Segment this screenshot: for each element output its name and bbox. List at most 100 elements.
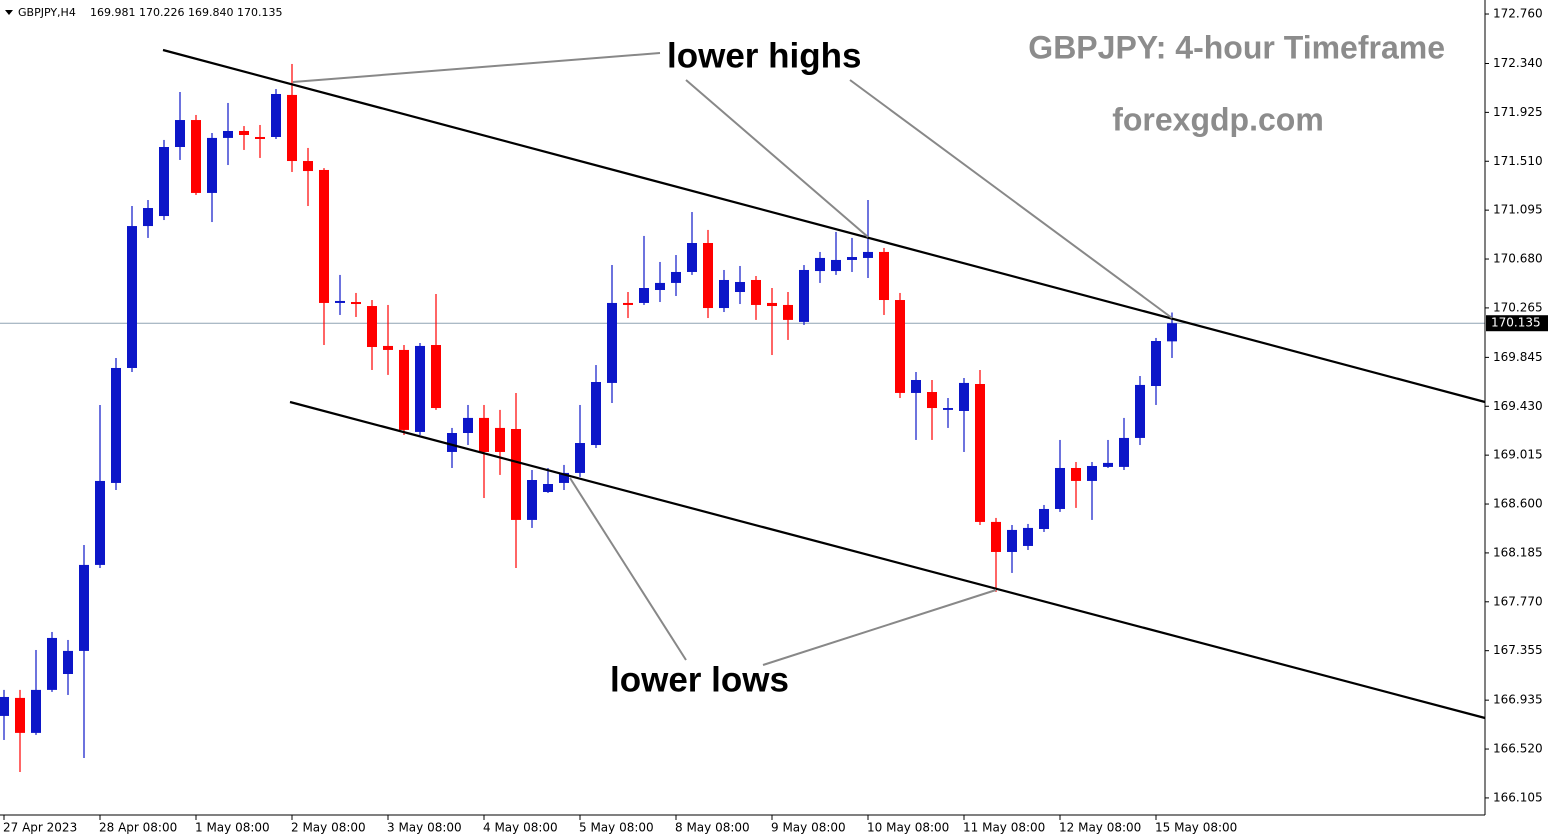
candle-body [31,689,41,733]
y-tick-label: 169.845 [1493,350,1543,364]
candle-body [591,381,601,446]
candle-body [207,137,217,193]
candle-body [351,302,361,305]
annotation: lower highs [667,36,861,75]
candle-body [1135,384,1145,438]
candle-body [927,392,937,409]
y-tick-label: 170.265 [1493,300,1543,314]
header-arrow [5,10,13,15]
y-tick-label: 168.185 [1493,545,1543,559]
candle-body [463,417,473,434]
y-tick-label: 171.510 [1493,154,1543,168]
y-tick-label: 166.520 [1493,742,1543,756]
y-tick-label: 166.105 [1493,790,1543,804]
candle-body [767,302,777,307]
candle-body [863,251,873,258]
candle-body [79,564,89,651]
candle-body [191,120,201,193]
candle-body [655,282,665,291]
pointer [762,589,997,666]
y-tick-label: 169.430 [1493,399,1543,413]
candle-body [287,94,297,162]
candle-body [479,417,489,452]
x-tick-label: 15 May 08:00 [1155,821,1237,835]
candle-body [335,300,345,303]
candle-body [687,243,697,272]
y-tick-label: 170.680 [1493,252,1543,266]
candle-body [239,130,249,135]
y-tick-label: 171.925 [1493,105,1543,119]
y-tick-label: 172.760 [1493,7,1543,21]
price-label-box [1486,315,1548,332]
candle-body [175,120,185,148]
pointer-lines [292,52,1173,666]
candle-body [159,147,169,217]
candle-body [511,428,521,520]
candle-body [831,259,841,272]
candle-body [383,345,393,350]
candle-body [1119,437,1129,467]
y-tick-label: 166.935 [1493,693,1543,707]
candle-body [1071,467,1081,481]
candle-body [367,306,377,348]
annotation: lower lows [610,660,789,699]
candle-body [895,300,905,393]
x-tick-label: 3 May 08:00 [387,821,462,835]
candle-body [1055,467,1065,509]
x-tick-label: 28 Apr 08:00 [99,821,177,835]
candle-body [543,484,553,493]
price-label: 170.135 [1491,316,1541,330]
candle-body [0,696,9,716]
candle-body [623,302,633,305]
candle-body [303,161,313,172]
x-tick-label: 12 May 08:00 [1059,821,1141,835]
candle-body [495,427,505,452]
pointer [685,79,869,238]
y-tick-label: 171.095 [1493,203,1543,217]
pointer [292,52,661,83]
candle-body [431,345,441,409]
candle-body [1039,508,1049,530]
candle-body [975,384,985,522]
x-tick-label: 4 May 08:00 [483,821,558,835]
candle-body [607,302,617,383]
pointer [849,79,1173,319]
candle-body [959,382,969,411]
plot-area [0,63,1485,773]
candle-body [143,208,153,227]
candle-body [415,345,425,432]
candle-body [63,650,73,675]
y-tick-label: 172.340 [1493,56,1543,70]
lower-trendline [289,400,1486,720]
candle-body [447,433,457,452]
candle-body [799,269,809,322]
ohlc-label: 169.981 170.226 169.840 170.135 [90,6,282,19]
candle-body [671,271,681,283]
candle-body [735,281,745,293]
candle-body [255,136,265,139]
candle-body [575,443,585,473]
x-tick-label: 11 May 08:00 [963,821,1045,835]
candle-body [15,697,25,733]
candle-body [703,243,713,309]
x-tick-label: 27 Apr 2023 [3,821,77,835]
candle-body [1167,323,1177,342]
pointer [569,477,687,661]
candle-body [271,93,281,137]
candle-body [719,279,729,309]
candle-body [991,521,1001,552]
candle-body [399,349,409,430]
symbol: GBPJPY,H4 [18,6,76,19]
x-tick-label: 2 May 08:00 [291,821,366,835]
candle-body [319,169,329,303]
y-tick-label: 167.770 [1493,594,1543,608]
candle-body [943,408,953,410]
chart-subtitle: forexgdp.com [1112,101,1324,137]
candle-body [1087,465,1097,481]
x-tick-label: 8 May 08:00 [675,821,750,835]
candle-body [127,226,137,368]
candle-body [879,251,889,301]
candle-body [815,257,825,272]
